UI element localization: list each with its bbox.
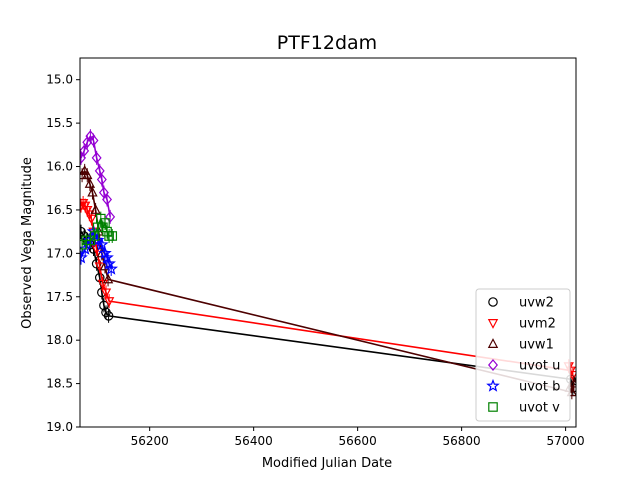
series-segment-uvm2 — [105, 292, 110, 302]
x-tick-label: 56600 — [339, 434, 377, 448]
series-segment-uvot-b — [101, 244, 106, 254]
y-tick-label: 16.0 — [46, 160, 73, 174]
data-point-uvm2 — [100, 288, 112, 299]
y-tick-label: 17.0 — [46, 246, 73, 260]
data-point-uvw2 — [103, 311, 114, 321]
y-tick-label: 15.0 — [46, 73, 73, 87]
series-segment-uvot-u — [106, 199, 111, 218]
series-uvot-u — [80, 129, 116, 224]
data-point-uvot-u — [96, 173, 107, 186]
data-point-uvot-u — [94, 164, 105, 177]
data-point-uvw1 — [82, 169, 93, 180]
data-point-uvw1 — [568, 377, 576, 388]
data-point-uvw1 — [87, 186, 98, 197]
y-tick-label: 18.0 — [46, 333, 73, 347]
plot-frame — [79, 57, 577, 428]
axes: 56200 56400 56600 56800 57000 15.0 15.5 16.0 16.… — [46, 57, 585, 448]
series-segment-uvm2 — [102, 283, 107, 293]
y-tick-label: 18.5 — [46, 377, 73, 391]
legend-item-uvot-b: uvot b — [486, 378, 560, 395]
data-point-uvm2 — [103, 297, 115, 308]
data-point-uvot-u — [80, 144, 90, 157]
data-point-uvw1 — [84, 177, 96, 188]
legend-marker-uvw1 — [487, 338, 499, 348]
data-point-uvot-b — [104, 261, 119, 275]
chart-title: PTF12dam — [277, 32, 377, 54]
legend-marker-uvw2 — [488, 297, 498, 307]
legend-label-uvot-b: uvot b — [519, 380, 560, 395]
data-point-uvot-u — [102, 193, 113, 206]
data-point-uvot-b — [100, 250, 114, 264]
series-segment-uvot-u — [95, 157, 101, 172]
legend-item-uvm2: uvm2 — [487, 317, 556, 332]
data-point-uvot-u — [91, 151, 102, 164]
legend-marker-uvm2 — [487, 319, 499, 329]
data-point-uvot-b — [102, 256, 116, 270]
series-uvot-v — [80, 211, 118, 252]
y-tick-label: 19.0 — [46, 420, 73, 434]
y-tick-label: 17.5 — [46, 290, 73, 304]
legend-box — [475, 288, 571, 422]
data-point-uvw1 — [90, 204, 101, 214]
legend: uvw2 uvm2 uvw1 uvot u uvot b uvot v — [475, 288, 571, 422]
y-tick-label: 15.5 — [46, 116, 73, 130]
series-segment-uvw2 — [92, 248, 98, 264]
data-point-uvot-u — [105, 210, 116, 223]
x-tick-label: 57000 — [547, 434, 585, 448]
series-segment-uvot-u — [89, 135, 95, 141]
legend-marker-uvot-v — [488, 402, 498, 412]
series-uvot-b — [80, 224, 119, 276]
legend-item-uvot-u: uvot u — [488, 359, 560, 374]
legend-item-uvot-v: uvot v — [488, 401, 560, 416]
legend-marker-uvot-u — [488, 359, 498, 371]
data-point-uvm2 — [567, 370, 576, 381]
x-tick-label: 56400 — [235, 434, 273, 448]
x-axis-label: Modified Julian Date — [262, 456, 392, 471]
legend-label-uvot-u: uvot u — [519, 359, 560, 374]
legend-item-uvw1: uvw1 — [487, 338, 554, 353]
data-point-uvm2 — [86, 214, 97, 225]
legend-marker-uvot-b — [486, 378, 500, 392]
x-tick-label: 56800 — [443, 434, 481, 448]
legend-label-uvw1: uvw1 — [519, 338, 554, 353]
series-segment-uvot-u — [83, 141, 89, 152]
data-point-uvm2 — [97, 279, 109, 290]
legend-label-uvw2: uvw2 — [519, 296, 554, 311]
x-tick-label: 56200 — [131, 434, 169, 448]
y-tick-label: 16.5 — [46, 203, 73, 217]
data-point-uvot-v — [107, 231, 118, 241]
data-point-uvw2 — [91, 258, 102, 269]
data-point-uvw2 — [99, 300, 109, 311]
data-point-uvot-u — [88, 134, 99, 147]
legend-item-uvw2: uvw2 — [488, 296, 554, 311]
series-segment-uvot-u — [92, 140, 98, 158]
legend-label-uvm2: uvm2 — [519, 317, 556, 332]
legend-label-uvot-v: uvot v — [519, 401, 560, 416]
data-point-uvw1 — [102, 273, 114, 284]
y-axis-label: Observed Vega Magnitude — [20, 157, 35, 329]
data-point-uvot-b — [95, 237, 109, 251]
